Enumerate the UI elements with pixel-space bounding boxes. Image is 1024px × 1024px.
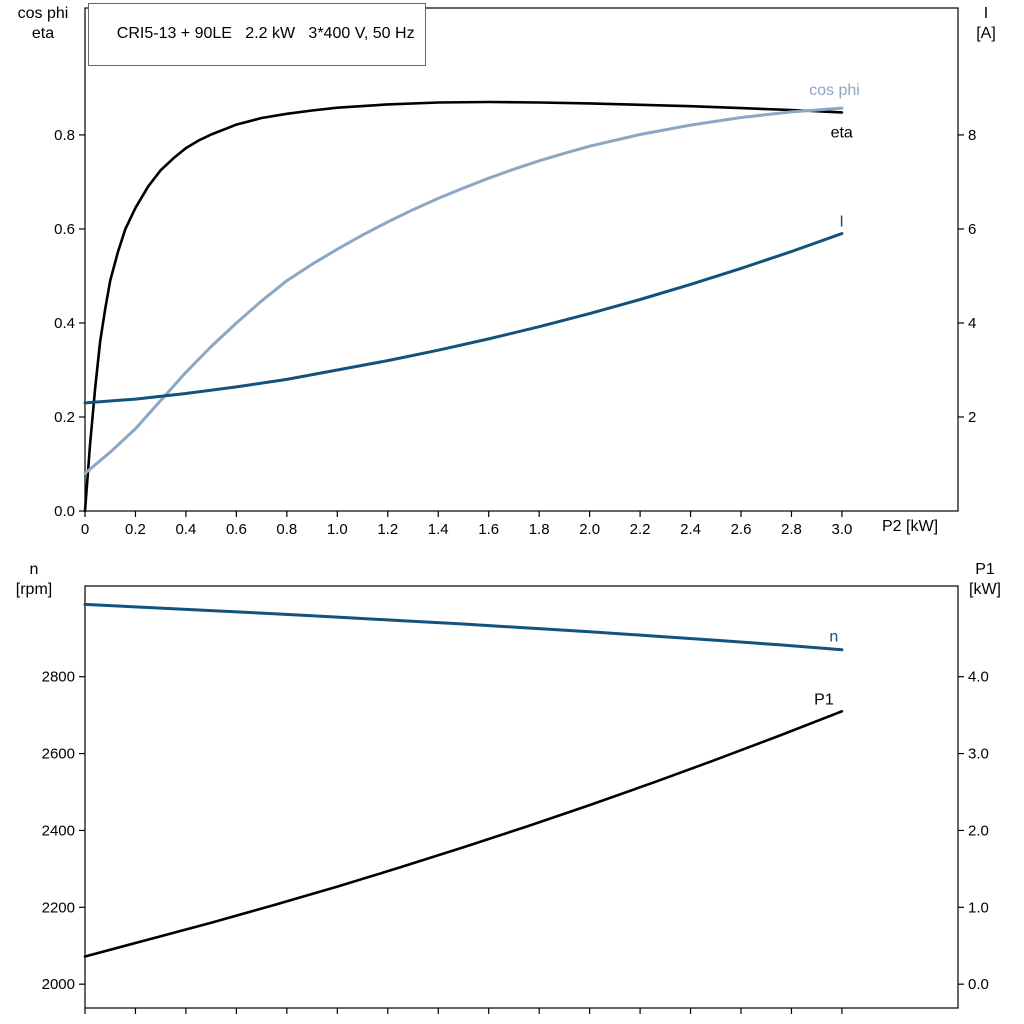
left-y-tick-label: 2200 (42, 899, 75, 916)
x-tick-label: 1.2 (377, 521, 398, 538)
right-y-tick-label: 2.0 (968, 822, 989, 839)
x-tick-label: 2.8 (781, 521, 802, 538)
left-y-tick-label: 0.0 (54, 503, 75, 520)
left-y-tick-label: 0.6 (54, 221, 75, 238)
panel-efficiency-cosphi-current: 0 0.2 0.4 0.6 0.8 1.0 1.2 1.4 1.6 1.8 2.0 2.2 2.4 2.6… (54, 7, 976, 538)
speed-curve-label: n (829, 628, 838, 645)
x-tick-label: 0.8 (276, 521, 297, 538)
plot-border (84, 585, 959, 1009)
speed-unit-label: [rpm] (15, 581, 53, 598)
x-tick-label: 1.4 (428, 521, 449, 538)
top-right-axis-header: I [A] (956, 4, 1016, 44)
speed-axis-label: n (29, 561, 39, 578)
left-y-tick-label: 0.2 (54, 409, 75, 426)
cos-phi-axis-label: cos phi (17, 5, 69, 22)
x-tick-label: 1.6 (478, 521, 499, 538)
p1-unit-label: [kW] (969, 581, 1001, 598)
left-y-tick-label: 2400 (42, 822, 75, 839)
chart-title: CRI5-13 + 90LE 2.2 kW 3*400 V, 50 Hz (116, 25, 415, 42)
bottom-right-axis-header: P1 [kW] (954, 560, 1016, 600)
speed-curve (83, 602, 844, 652)
x-tick-label: 2.6 (731, 521, 752, 538)
eta-curve (83, 100, 844, 513)
right-y-tick-label: 8 (968, 127, 976, 144)
current-unit-label: [A] (976, 25, 996, 42)
eta-axis-label: eta (31, 25, 55, 42)
current-curve (83, 232, 844, 405)
right-y-tick-label: 2 (968, 409, 976, 426)
x-axis-label: P2 [kW] (882, 518, 939, 535)
right-y-tick-label: 0.0 (968, 976, 989, 993)
bottom-left-axis-header: n [rpm] (4, 560, 64, 600)
right-y-tick-label: 3.0 (968, 746, 989, 763)
x-tick-label: 0 (81, 521, 89, 538)
p1-curve (83, 709, 844, 958)
x-tick-label: 0.2 (125, 521, 146, 538)
right-y-tick-label: 4.0 (968, 669, 989, 686)
cos-phi-curve (83, 106, 844, 475)
x-tick-label: 1.0 (327, 521, 348, 538)
left-y-tick-label: 0.8 (54, 127, 75, 144)
x-tick-label: 0.6 (226, 521, 247, 538)
p1-axis-label: P1 (975, 561, 995, 578)
x-tick-label: 2.0 (579, 521, 600, 538)
left-y-tick-label: 2800 (42, 669, 75, 686)
x-tick-label: 2.2 (630, 521, 651, 538)
panel-speed-power: 2000 2200 2400 2600 2800 0.0 1.0 2.0 3.0 4.0 n P1 (42, 585, 989, 1014)
right-y-tick-label: 1.0 (968, 899, 989, 916)
right-y-tick-label: 6 (968, 221, 976, 238)
current-axis-label: I (983, 5, 989, 22)
p1-curve-label: P1 (814, 691, 834, 708)
current-curve-label: I (839, 214, 843, 231)
top-left-axis-header: cos phi eta (4, 4, 82, 44)
left-y-tick-label: 2000 (42, 976, 75, 993)
cos-phi-curve-label: cos phi (809, 82, 860, 99)
x-tick-label: 3.0 (832, 521, 853, 538)
right-y-tick-label: 4 (968, 315, 976, 332)
chart-title-box: CRI5-13 + 90LE 2.2 kW 3*400 V, 50 Hz (88, 3, 426, 66)
left-y-tick-label: 0.4 (54, 315, 75, 332)
x-tick-label: 0.4 (175, 521, 196, 538)
eta-curve-label: eta (831, 124, 853, 141)
left-y-tick-label: 2600 (42, 746, 75, 763)
x-tick-label: 2.4 (680, 521, 701, 538)
plot-border (84, 7, 959, 512)
x-tick-label: 1.8 (529, 521, 550, 538)
